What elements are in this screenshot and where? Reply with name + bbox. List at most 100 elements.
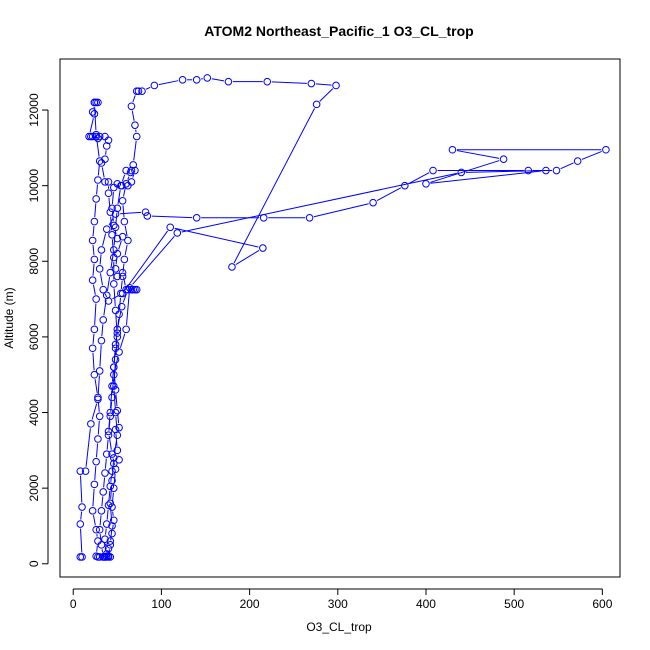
data-point (113, 446, 122, 455)
data-point (90, 370, 99, 379)
data-point (118, 289, 127, 298)
data-point (78, 553, 86, 561)
data-point (109, 183, 118, 192)
data-point (92, 525, 100, 534)
y-tick-label: 0 (27, 560, 41, 567)
data-point (117, 302, 126, 311)
data-point (76, 467, 85, 475)
series-segment (96, 545, 98, 552)
data-point (101, 553, 109, 561)
x-axis-label: O3_CL_trop (306, 620, 372, 634)
data-point (113, 272, 122, 281)
series-segment (131, 110, 135, 121)
series-segment (103, 477, 106, 488)
data-point (97, 336, 106, 345)
series-segment (104, 293, 108, 298)
series-segment (92, 284, 96, 295)
series-segment (114, 356, 119, 371)
data-point (102, 450, 111, 458)
data-point (94, 393, 102, 402)
data-point (109, 382, 118, 390)
data-point (108, 467, 116, 475)
data-point (92, 295, 100, 303)
x-tick-label: 100 (151, 597, 171, 611)
series-segment (92, 488, 95, 507)
data-point (113, 325, 122, 334)
data-point (401, 181, 409, 190)
series-segment (132, 174, 135, 178)
series-segment (99, 345, 102, 367)
series-segment (97, 165, 100, 176)
data-point (203, 74, 212, 82)
data-point (129, 161, 137, 169)
data-point (124, 236, 132, 245)
data-point (115, 455, 123, 464)
x-tick-label: 200 (240, 597, 260, 611)
data-point (113, 249, 122, 258)
data-point (106, 208, 115, 216)
series-segment (92, 226, 95, 237)
data-point (108, 522, 116, 530)
data-point (76, 520, 85, 528)
series-segment (99, 254, 102, 265)
series-segment (111, 371, 114, 382)
series-segment (117, 415, 120, 424)
chart-title: ATOM2 Northeast_Pacific_1 O3_CL_trop (204, 23, 473, 39)
series-segment (211, 78, 225, 82)
data-point (108, 231, 116, 239)
data-point (88, 108, 97, 116)
data-point (109, 221, 118, 230)
data-point (552, 166, 561, 175)
series-segment (92, 515, 96, 526)
data-point (113, 333, 122, 341)
data-point (118, 196, 127, 205)
data-point (94, 98, 102, 107)
series-segment (151, 215, 193, 219)
data-point (369, 198, 377, 207)
data-point (120, 217, 129, 226)
series-segment (124, 225, 128, 237)
series-segment (319, 88, 334, 102)
data-point (104, 552, 113, 561)
series-segment (123, 276, 126, 286)
series-segment (122, 205, 125, 218)
series-segment (581, 150, 602, 160)
data-point (95, 367, 104, 375)
series-segment (122, 263, 125, 272)
series-segment (376, 187, 402, 201)
series-segment (97, 420, 100, 435)
data-point (124, 285, 132, 294)
series-segment (145, 86, 151, 90)
data-point (122, 179, 130, 188)
series-segment (108, 490, 111, 501)
data-point (99, 488, 108, 496)
y-axis: 0 2000 4000 6000 8000 10000 12000 (27, 93, 49, 567)
series-segment (111, 462, 114, 477)
data-point (88, 507, 97, 515)
series-segment (117, 318, 120, 329)
data-point (602, 145, 610, 154)
data-point (111, 210, 120, 218)
series-segment (115, 433, 118, 446)
series-segment (235, 249, 260, 266)
data-point (90, 480, 99, 489)
series-segment (133, 140, 137, 161)
series-segment (313, 203, 369, 218)
data-point (125, 283, 134, 292)
series-segment (112, 295, 119, 300)
data-point (94, 176, 102, 184)
data-point (132, 132, 141, 141)
series-segment (106, 439, 109, 450)
data-point (113, 329, 122, 337)
data-point (104, 189, 113, 198)
series-segment (110, 390, 113, 409)
data-point (90, 217, 99, 226)
data-point (104, 178, 113, 186)
data-point (106, 537, 115, 545)
data-point (143, 212, 152, 220)
data-point (97, 159, 106, 167)
x-tick-label: 0 (70, 597, 77, 611)
data-point (115, 348, 123, 356)
data-point (106, 482, 115, 491)
series-segment (560, 162, 574, 170)
